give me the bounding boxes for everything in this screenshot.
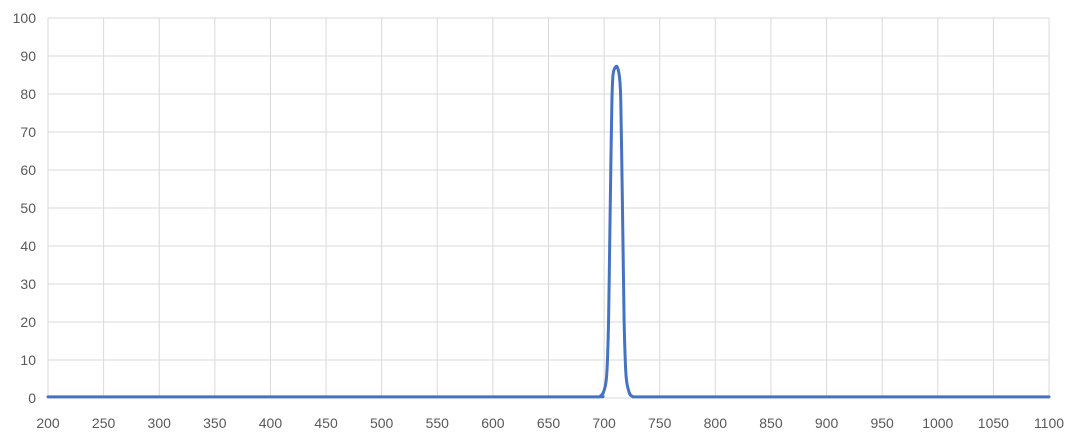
x-tick-label: 650	[537, 415, 561, 431]
y-tick-label: 50	[20, 200, 36, 216]
y-tick-label: 40	[20, 238, 36, 254]
y-tick-label: 10	[20, 352, 36, 368]
x-tick-label: 1000	[922, 415, 953, 431]
x-tick-label: 300	[148, 415, 172, 431]
y-tick-label: 90	[20, 48, 36, 64]
y-tick-label: 30	[20, 276, 36, 292]
x-tick-label: 850	[759, 415, 783, 431]
y-tick-label: 60	[20, 162, 36, 178]
grid-lines	[48, 17, 1050, 398]
y-tick-label: 20	[20, 314, 36, 330]
x-tick-label: 400	[259, 415, 283, 431]
y-axis-tick-labels: 0 10 20 30 40 50 60 70 80 90 100	[13, 10, 37, 406]
x-tick-label: 1100	[1034, 415, 1064, 431]
x-tick-label: 550	[426, 415, 450, 431]
y-tick-label: 80	[20, 86, 36, 102]
x-tick-label: 900	[815, 415, 839, 431]
x-tick-label: 250	[92, 415, 116, 431]
series-layer	[46, 64, 1051, 399]
x-axis-tick-labels: 200 250 300 350 400 450 500 550 600 650 700 750 800 8…	[36, 415, 1064, 431]
x-tick-label: 450	[314, 415, 338, 431]
x-tick-label: 200	[36, 415, 60, 431]
y-tick-label: 70	[20, 124, 36, 140]
x-tick-label: 700	[592, 415, 616, 431]
x-tick-label: 750	[648, 415, 672, 431]
y-tick-label: 100	[13, 10, 37, 26]
x-tick-label: 950	[870, 415, 894, 431]
x-tick-label: 800	[704, 415, 728, 431]
x-tick-label: 500	[370, 415, 394, 431]
x-tick-label: 1050	[978, 415, 1009, 431]
x-tick-label: 600	[481, 415, 505, 431]
y-tick-label: 0	[28, 390, 36, 406]
series-line-0	[46, 64, 1051, 399]
x-tick-label: 350	[203, 415, 227, 431]
